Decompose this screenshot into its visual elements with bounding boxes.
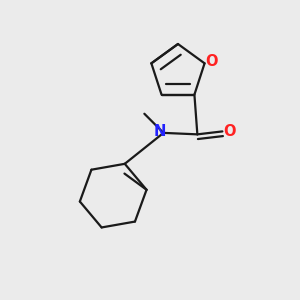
Text: O: O xyxy=(224,124,236,139)
Text: N: N xyxy=(154,124,166,140)
Text: O: O xyxy=(206,54,218,69)
